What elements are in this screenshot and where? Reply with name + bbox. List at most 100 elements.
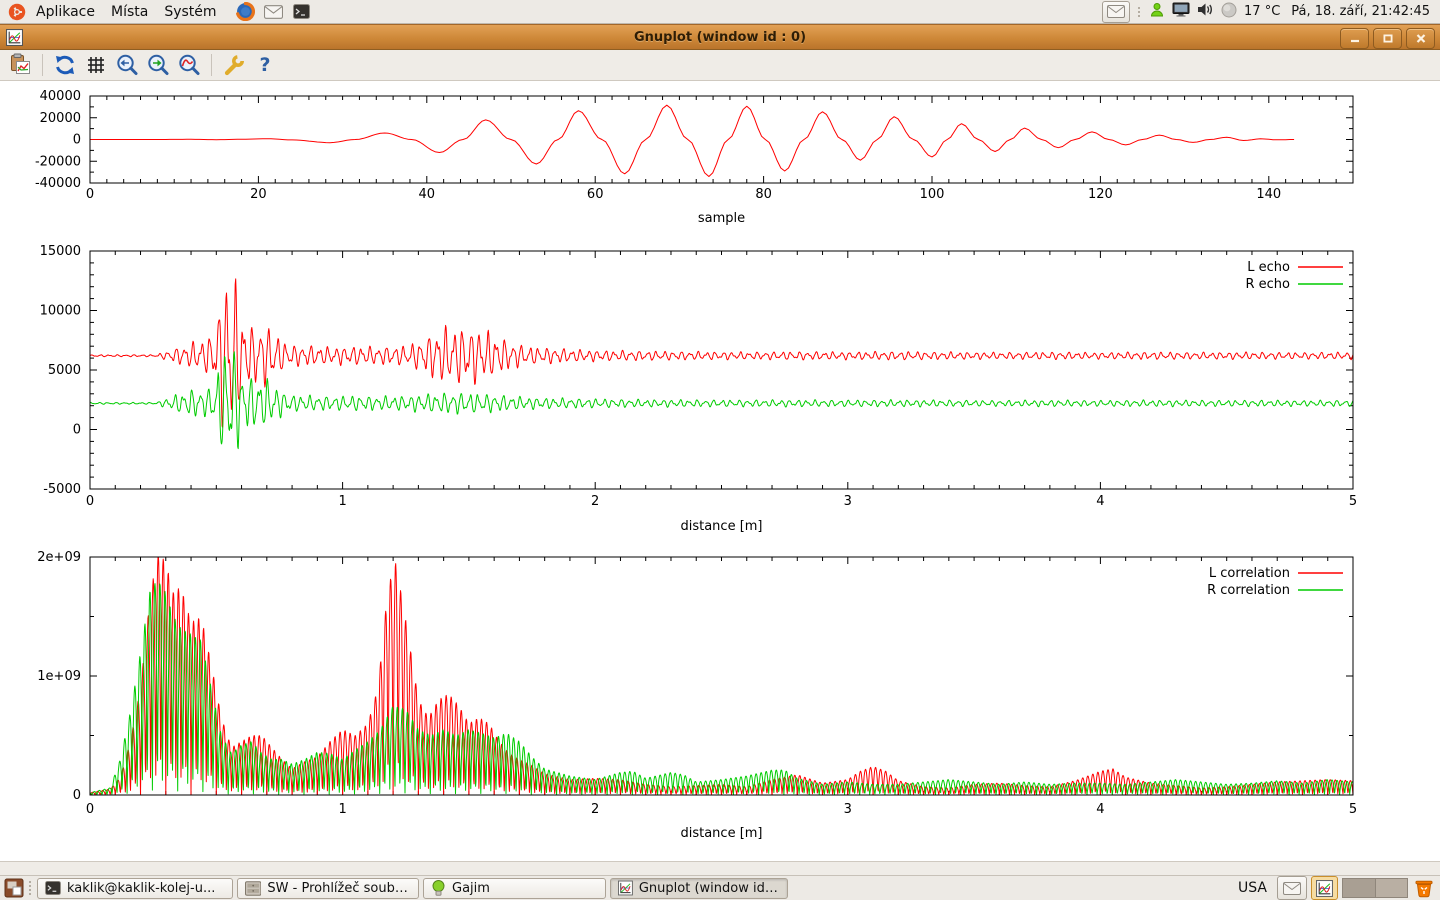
svg-text:L correlation: L correlation xyxy=(1209,566,1290,581)
grid-button[interactable] xyxy=(82,52,110,79)
svg-text:15000: 15000 xyxy=(40,244,81,259)
refresh-button[interactable] xyxy=(51,52,79,79)
mail-tray-button[interactable] xyxy=(1102,1,1130,23)
window-titlebar[interactable]: Gnuplot (window id : 0) xyxy=(0,24,1440,50)
menu-applications[interactable]: Aplikace xyxy=(28,4,103,20)
show-desktop-button[interactable] xyxy=(4,878,24,898)
zoom-rescale-icon xyxy=(177,53,201,77)
settings-wrench-icon xyxy=(222,53,246,77)
svg-text:0: 0 xyxy=(73,423,81,438)
svg-text:-20000: -20000 xyxy=(35,154,81,169)
svg-text:3: 3 xyxy=(844,802,852,817)
svg-text:5: 5 xyxy=(1349,802,1357,817)
refresh-icon xyxy=(53,53,77,77)
taskbar-grip xyxy=(28,880,33,896)
svg-text:4: 4 xyxy=(1096,802,1104,817)
svg-text:10000: 10000 xyxy=(40,304,81,319)
gnuplot-window-icon xyxy=(6,29,23,50)
svg-text:0: 0 xyxy=(86,494,94,509)
svg-text:2: 2 xyxy=(591,494,599,509)
menu-places[interactable]: Místa xyxy=(103,4,156,20)
panel-launchers xyxy=(235,1,313,23)
workspace-1[interactable] xyxy=(1343,879,1376,897)
gnuplot-tray-icon xyxy=(1316,880,1333,897)
svg-text:0: 0 xyxy=(73,788,81,803)
firefox-icon[interactable] xyxy=(235,1,257,23)
svg-text:140: 140 xyxy=(1256,187,1281,202)
ubuntu-logo-icon[interactable] xyxy=(6,1,28,23)
window-statusbar xyxy=(0,861,1440,875)
svg-text:?: ? xyxy=(259,54,270,76)
mail-tray-button[interactable] xyxy=(1277,876,1307,900)
window-title: Gnuplot (window id : 0) xyxy=(634,30,806,45)
zoom-next-icon xyxy=(146,53,170,77)
close-button[interactable] xyxy=(1406,28,1435,49)
mail-tray-icon xyxy=(1283,882,1301,895)
taskbar: kaklik@kaklik-kolej-u... SW - Prohlížeč … xyxy=(0,875,1440,900)
toolbar-separator xyxy=(211,54,212,76)
zoom-rescale-button[interactable] xyxy=(175,52,203,79)
svg-text:20000: 20000 xyxy=(40,111,81,126)
task-gnuplot[interactable]: Gnuplot (window id : 0) xyxy=(610,878,788,899)
gnuplot-toolbar: ? xyxy=(0,50,1440,81)
toolbar-separator xyxy=(42,54,43,76)
workspace-2[interactable] xyxy=(1376,879,1408,897)
show-desktop-icon xyxy=(4,878,24,898)
mail-tray-icon xyxy=(1107,5,1125,18)
svg-text:1: 1 xyxy=(338,802,346,817)
copy-plot-icon xyxy=(8,53,32,77)
temperature-label: 17 °C xyxy=(1244,4,1280,19)
task-label: SW - Prohlížeč souborů xyxy=(267,881,411,896)
task-label: Gnuplot (window id : 0) xyxy=(639,881,780,896)
gnuplot-tray-button[interactable] xyxy=(1311,876,1338,900)
zoom-next-button[interactable] xyxy=(144,52,172,79)
terminal-icon[interactable] xyxy=(291,1,313,23)
maximize-button[interactable] xyxy=(1373,28,1402,49)
svg-text:5000: 5000 xyxy=(48,363,81,378)
zoom-previous-button[interactable] xyxy=(113,52,141,79)
svg-text:sample: sample xyxy=(698,211,745,226)
clock-label[interactable]: Pá, 18. září, 21:42:45 xyxy=(1287,4,1434,19)
menu-places-label: Místa xyxy=(111,4,148,20)
svg-text:-40000: -40000 xyxy=(35,176,81,191)
minimize-button[interactable] xyxy=(1340,28,1369,49)
svg-text:L echo: L echo xyxy=(1247,260,1290,275)
svg-text:1: 1 xyxy=(338,494,346,509)
mail-icon[interactable] xyxy=(263,1,285,23)
weather-icon[interactable] xyxy=(1221,2,1237,22)
updates-icon[interactable] xyxy=(1149,2,1165,22)
svg-text:3: 3 xyxy=(844,494,852,509)
tray-grip xyxy=(1137,6,1142,18)
task-file-manager[interactable]: SW - Prohlížeč souborů xyxy=(237,878,419,899)
terminal-icon xyxy=(45,881,61,895)
help-icon: ? xyxy=(253,53,277,77)
task-terminal[interactable]: kaklik@kaklik-kolej-u... xyxy=(37,878,233,899)
desktop: Aplikace Místa Systém xyxy=(0,0,1440,900)
display-icon[interactable] xyxy=(1172,2,1190,21)
grid-icon xyxy=(84,53,108,77)
workspace-switcher xyxy=(1342,878,1408,898)
trash-button[interactable] xyxy=(1414,878,1434,898)
svg-text:4: 4 xyxy=(1096,494,1104,509)
plots-svg[interactable]: 020406080100120140-40000-200000200004000… xyxy=(0,81,1440,861)
menu-system[interactable]: Systém xyxy=(156,4,224,20)
settings-button[interactable] xyxy=(220,52,248,79)
menu-system-label: Systém xyxy=(164,4,216,20)
keyboard-layout-indicator[interactable]: USA xyxy=(1232,880,1273,896)
svg-text:80: 80 xyxy=(755,187,772,202)
svg-text:40: 40 xyxy=(419,187,436,202)
zoom-previous-icon xyxy=(115,53,139,77)
top-panel: Aplikace Místa Systém xyxy=(0,0,1440,24)
volume-icon[interactable] xyxy=(1197,2,1214,21)
svg-text:20: 20 xyxy=(250,187,267,202)
task-gajim[interactable]: Gajim xyxy=(423,878,606,899)
svg-text:0: 0 xyxy=(73,133,81,148)
plot-canvas[interactable]: 020406080100120140-40000-200000200004000… xyxy=(0,81,1440,861)
help-button[interactable]: ? xyxy=(251,52,279,79)
copy-plot-button[interactable] xyxy=(6,52,34,79)
svg-text:100: 100 xyxy=(920,187,945,202)
svg-text:5: 5 xyxy=(1349,494,1357,509)
svg-text:120: 120 xyxy=(1088,187,1113,202)
svg-text:40000: 40000 xyxy=(40,89,81,104)
svg-text:0: 0 xyxy=(86,802,94,817)
